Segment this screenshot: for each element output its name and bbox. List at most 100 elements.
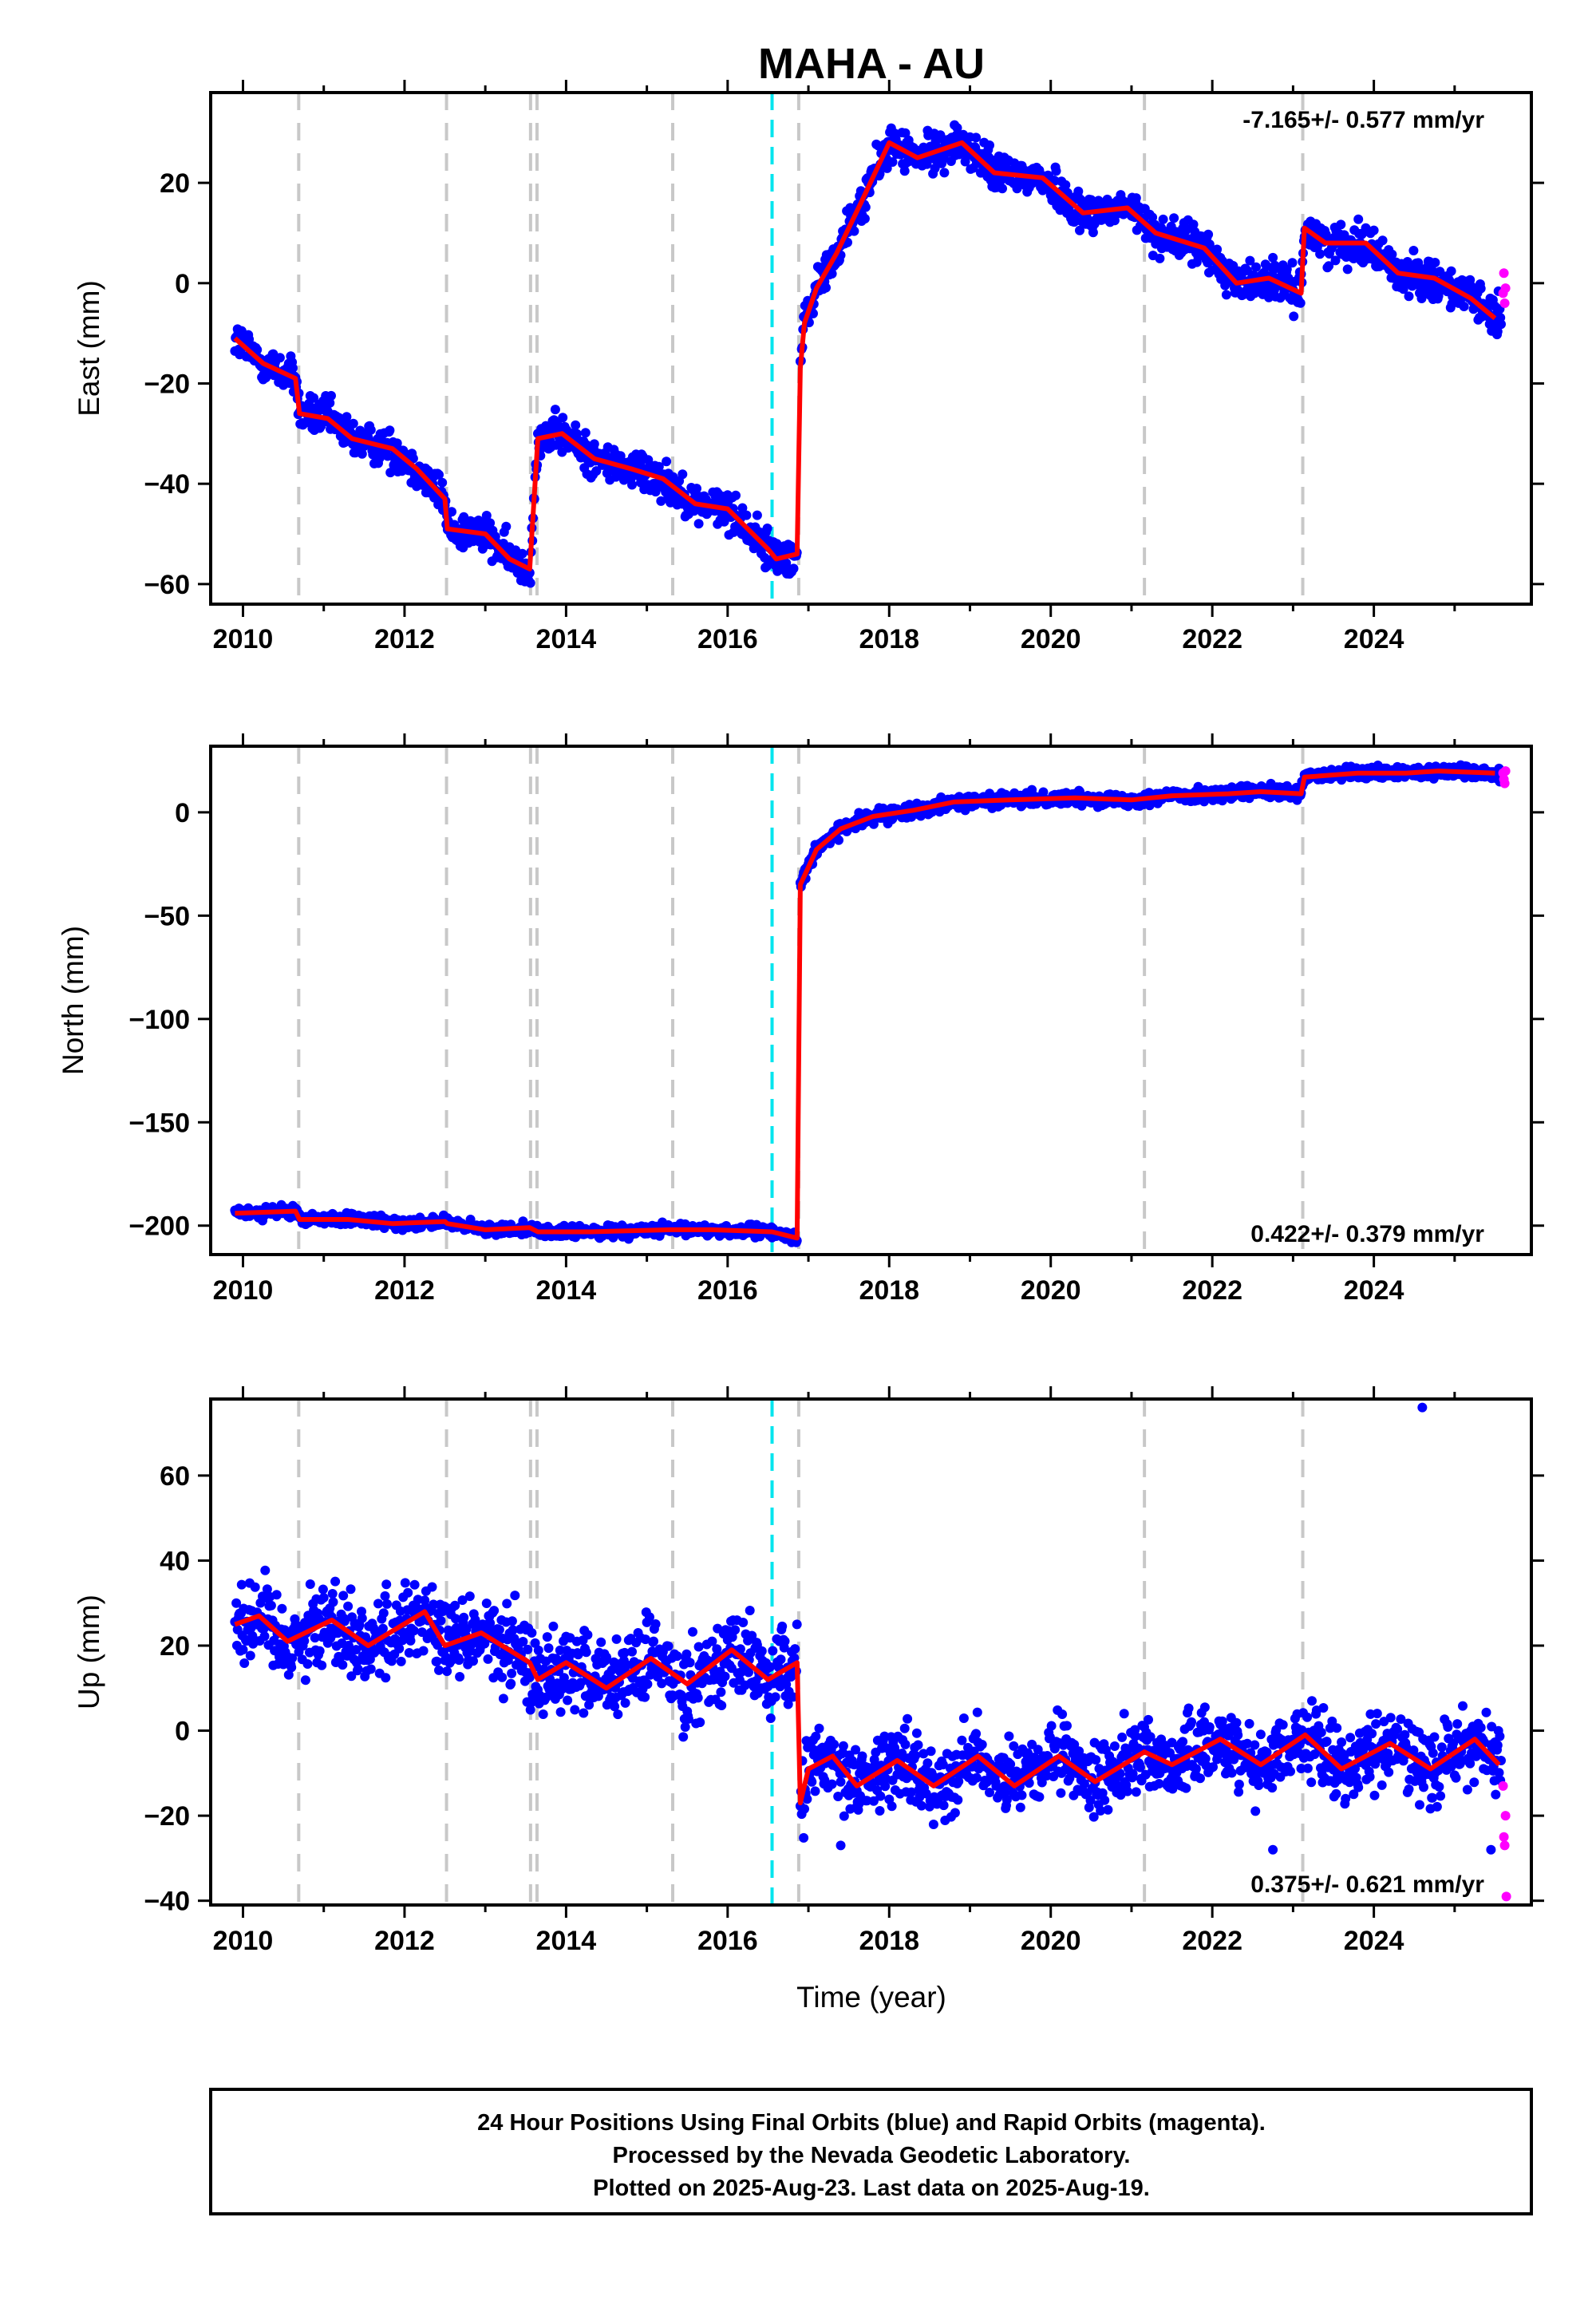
final-orbit-point [875,1791,886,1801]
final-orbit-point [409,1579,420,1590]
final-orbit-point [591,466,602,476]
final-orbit-point [800,1804,809,1814]
final-orbit-point [538,1709,548,1719]
final-orbit-point [657,1678,667,1689]
final-orbit-point [373,1599,383,1609]
final-orbit-point [1377,235,1388,246]
y-axis-label: East (mm) [73,280,105,417]
final-orbit-point [1251,262,1261,272]
final-orbit-point [1268,252,1278,263]
final-orbit-point [550,405,560,415]
final-orbit-point [328,1597,338,1607]
final-orbit-point [365,1664,376,1674]
final-orbit-point [757,1646,767,1656]
final-orbit-point [1075,225,1084,235]
final-orbit-point [643,455,654,465]
y-tick-label: −100 [128,1005,190,1035]
final-orbit-point [518,1637,528,1646]
final-orbit-point [916,1800,926,1811]
final-orbit-point [998,184,1007,194]
final-orbit-point [530,1638,540,1648]
final-orbit-point [283,1670,294,1680]
final-orbit-point [327,1589,338,1599]
final-orbit-point [451,1614,460,1624]
final-orbit-point [459,1612,469,1622]
final-orbit-point [760,552,770,563]
final-orbit-point [573,1650,583,1660]
final-orbit-point [1073,186,1084,196]
final-orbit-point [434,1665,444,1675]
final-orbit-point [833,1792,843,1801]
final-orbit-point [381,1579,392,1590]
model-fit-line [233,140,1497,571]
final-orbit-point [681,1649,692,1659]
final-orbit-point [1492,326,1503,337]
final-orbit-point [1387,249,1397,259]
final-orbit-point [346,1584,356,1595]
final-orbit-point [745,1606,755,1615]
final-orbit-point [299,1636,310,1646]
final-orbit-point [649,1636,658,1646]
final-orbit-point [579,1708,589,1718]
final-orbit-point [338,1660,348,1670]
final-orbit-point [642,1679,653,1690]
final-orbit-point [752,510,762,520]
final-orbit-point [266,1600,276,1611]
velocity-annotation: -7.165+/- 0.577 mm/yr [1242,107,1484,133]
final-orbit-point [1051,166,1061,176]
final-orbit-point [533,1645,543,1655]
final-orbit-point [836,1777,846,1787]
final-orbit-point [310,1633,320,1643]
velocity-annotation: 0.422+/- 0.379 mm/yr [1250,1221,1484,1247]
x-tick-label: 2020 [1021,624,1081,654]
final-orbit-point [678,469,688,480]
x-tick-label: 2010 [213,1275,274,1306]
final-orbit-point [829,1739,839,1749]
final-orbit-point [985,140,994,150]
final-orbit-point [857,1751,867,1761]
final-orbit-point [427,1582,437,1592]
final-orbit-point [1289,311,1299,322]
final-orbit-point [450,1600,460,1611]
final-orbit-point [483,1654,493,1664]
final-orbit-point [922,1758,933,1769]
final-orbit-point [525,1705,535,1715]
final-orbit-point [954,1777,964,1787]
final-orbit-point [693,1642,704,1652]
final-orbit-point [287,363,298,373]
x-tick-label: 2022 [1182,624,1242,654]
final-orbit-point [250,1582,260,1592]
final-orbit-point [1212,244,1223,255]
x-tick-label: 2012 [374,624,435,654]
final-orbit-point [1169,213,1179,223]
final-orbit-point [470,1614,480,1625]
final-orbit-point [580,428,591,438]
final-orbit-point [688,1626,697,1637]
final-orbit-point [348,418,358,429]
final-orbit-point [716,1687,726,1697]
final-orbit-point [404,1648,414,1658]
final-orbit-point [377,1623,388,1634]
final-orbit-point [950,1808,960,1818]
final-orbit-point [768,1646,778,1656]
final-orbit-point [1182,224,1192,234]
final-orbit-point [952,123,962,133]
final-orbit-point [868,1796,879,1806]
panels: 2010 2012 2014 2016 2018 2020 2022 2024−60−40−2… [57,80,1544,1956]
final-orbit-point [707,1636,717,1646]
x-tick-label: 2016 [697,624,758,654]
final-orbit-point [1038,787,1049,797]
final-orbit-point [737,503,748,513]
x-tick-label: 2022 [1182,1275,1242,1306]
final-orbit-point [498,1694,508,1704]
final-orbit-point [378,1608,389,1618]
final-orbit-point [692,484,701,494]
final-orbit-point [735,1644,745,1654]
final-orbit-point [1282,264,1292,275]
final-orbit-point [827,1779,837,1789]
final-orbit-point [442,1666,452,1677]
final-orbit-point [571,420,581,430]
final-orbit-point [627,480,637,490]
plot-frame [209,91,1533,606]
